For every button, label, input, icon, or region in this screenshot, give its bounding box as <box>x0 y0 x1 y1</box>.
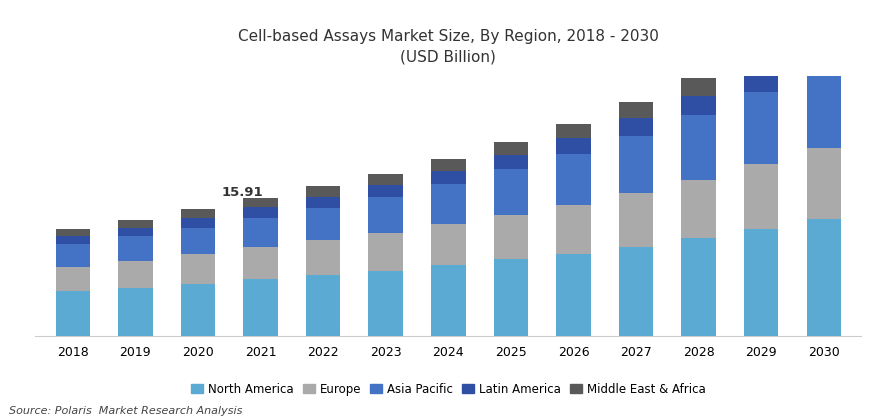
Bar <box>680 96 715 115</box>
Bar <box>118 236 153 261</box>
Bar <box>368 197 402 233</box>
Bar <box>430 171 465 184</box>
Bar <box>743 51 778 71</box>
Bar <box>181 255 215 284</box>
Bar <box>118 220 153 228</box>
Bar <box>556 205 590 254</box>
Bar <box>806 21 840 42</box>
Bar <box>306 186 340 197</box>
Bar <box>430 265 465 336</box>
Bar <box>368 174 402 185</box>
Bar <box>181 228 215 255</box>
Bar <box>618 102 652 118</box>
Bar <box>55 291 90 336</box>
Bar <box>618 118 652 136</box>
Text: Source: Polaris  Market Research Analysis: Source: Polaris Market Research Analysis <box>9 406 242 416</box>
Bar <box>556 154 590 205</box>
Bar <box>493 169 528 215</box>
Bar <box>618 247 652 336</box>
Bar <box>680 238 715 336</box>
Bar <box>306 240 340 275</box>
Bar <box>118 288 153 336</box>
Bar <box>743 229 778 336</box>
Bar <box>430 224 465 265</box>
Bar <box>181 218 215 228</box>
Bar <box>556 123 590 138</box>
Bar <box>556 254 590 336</box>
Bar <box>430 159 465 171</box>
Bar <box>243 198 277 207</box>
Bar <box>243 207 277 218</box>
Bar <box>743 71 778 92</box>
Bar <box>243 279 277 336</box>
Bar <box>368 233 402 270</box>
Bar <box>55 244 90 267</box>
Bar <box>430 184 465 224</box>
Bar <box>493 142 528 155</box>
Text: 15.91: 15.91 <box>221 186 263 199</box>
Bar <box>306 207 340 240</box>
Bar <box>743 92 778 164</box>
Bar <box>306 275 340 336</box>
Bar <box>493 215 528 260</box>
Bar <box>806 42 840 66</box>
Bar <box>181 210 215 218</box>
Bar <box>243 218 277 247</box>
Bar <box>493 260 528 336</box>
Bar <box>680 180 715 238</box>
Legend: North America, Europe, Asia Pacific, Latin America, Middle East & Africa: North America, Europe, Asia Pacific, Lat… <box>186 378 709 401</box>
Bar <box>55 229 90 236</box>
Bar <box>306 197 340 207</box>
Bar <box>806 148 840 219</box>
Bar <box>118 228 153 236</box>
Bar <box>243 247 277 279</box>
Bar <box>743 164 778 229</box>
Bar <box>55 236 90 244</box>
Bar <box>618 136 652 193</box>
Bar <box>118 261 153 288</box>
Bar <box>368 270 402 336</box>
Bar <box>368 185 402 197</box>
Bar <box>493 155 528 169</box>
Bar <box>680 115 715 180</box>
Bar <box>181 284 215 336</box>
Bar <box>55 267 90 291</box>
Title: Cell-based Assays Market Size, By Region, 2018 - 2030
(USD Billion): Cell-based Assays Market Size, By Region… <box>238 29 658 65</box>
Bar <box>680 78 715 96</box>
Bar <box>618 193 652 247</box>
Bar <box>806 66 840 148</box>
Bar <box>556 138 590 154</box>
Bar <box>806 219 840 336</box>
